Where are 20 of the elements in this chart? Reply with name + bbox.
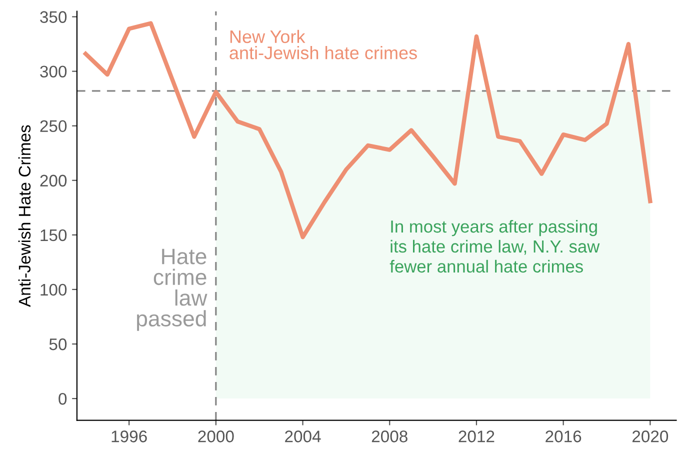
series-label: New York anti-Jewish hate crimes (230, 30, 417, 60)
x-tick-label: 2016 (546, 430, 582, 442)
x-tick-label: 2012 (458, 430, 494, 442)
ref-line-label: Hate crime law passed (137, 248, 208, 331)
y-tick-label: 250 (40, 120, 67, 132)
x-tick-label: 1996 (112, 430, 147, 442)
y-axis-title: Anti-Jewish Hate Crimes (18, 125, 31, 308)
x-tick-label: 2000 (198, 430, 234, 442)
y-tick-label: 50 (49, 338, 67, 350)
x-tick-label: 2020 (632, 430, 668, 442)
x-tick-label: 2004 (285, 430, 321, 442)
band-label: In most years after passing its hate crime law, N.Y. saw fewer annual hate crimes (390, 220, 600, 273)
y-tick-label: 350 (40, 11, 67, 23)
y-tick-label: 150 (40, 229, 67, 242)
y-tick-label: 300 (40, 66, 67, 78)
line-series (84, 21, 652, 240)
y-tick-label: 200 (40, 174, 67, 187)
x-tick-label: 2008 (372, 430, 408, 442)
y-tick-label: 0 (58, 392, 67, 405)
y-tick-label: 100 (40, 284, 67, 296)
